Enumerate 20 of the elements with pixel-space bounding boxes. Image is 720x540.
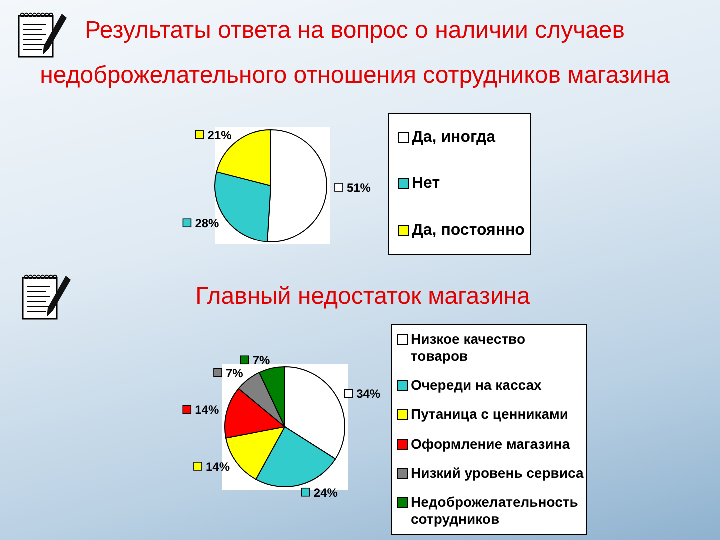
data-label: 34% [356,387,381,402]
legend-label: Очереди на кассах [411,377,543,394]
legend-label: Низкое качество товаров [411,331,527,366]
data-label: 14% [206,460,230,474]
legend-label: Да, иногда [412,128,496,147]
data-label: 28% [195,216,220,231]
data-label: 51% [346,181,372,196]
legend-label: Низкий уровень сервиса [411,464,585,482]
legend-label: Да, постоянно [412,221,525,240]
data-label: 14% [195,403,220,418]
legend-label: Недоброжелательность сотрудников [411,494,580,528]
data-label: 7% [226,366,244,380]
legend-label: Оформление магазина [411,436,572,453]
data-label: 7% [252,354,270,368]
legend-label: Путаница с ценниками [411,406,570,424]
data-label: 24% [314,486,338,500]
chart-title: Главный недостаток магазина [194,282,532,312]
legend-label: Нет [412,174,440,194]
data-label: 21% [208,128,232,142]
chart-title: Результаты ответа на вопрос о наличии случаев недоброжелательного отношения сотрудников магазина [39,16,671,91]
